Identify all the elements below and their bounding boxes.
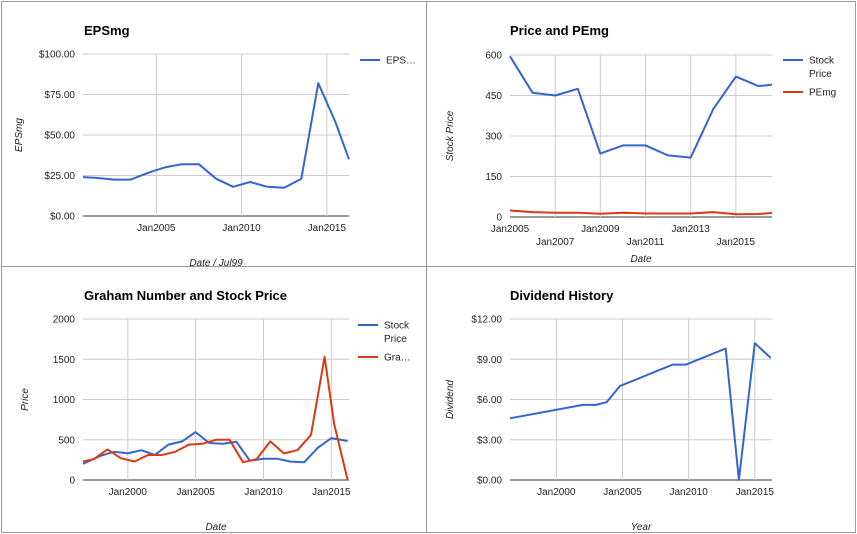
- x-tick-label: Jan2009: [581, 224, 620, 235]
- series-line-0: [82, 82, 350, 189]
- chart-title: Graham Number and Stock Price: [84, 288, 287, 303]
- y-tick-label: $25.00: [44, 171, 75, 182]
- legend-label: Price: [384, 334, 407, 345]
- x-tick-label: Jan2005: [176, 487, 215, 498]
- x-tick-label: Jan2013: [672, 224, 711, 235]
- y-tick-label: $6.00: [477, 395, 502, 406]
- y-tick-label: 0: [69, 476, 75, 487]
- y-axis-title: Price: [20, 388, 31, 411]
- y-tick-label: $9.00: [477, 355, 502, 366]
- eps-chart: EPSmg $0.00 $25.00 $50.00 $75.00 $100.00 Jan20…: [14, 23, 416, 269]
- legend-label: Price: [809, 69, 832, 80]
- x-tick-label: Jan2010: [669, 487, 708, 498]
- series-line-1: [82, 355, 349, 481]
- y-tick-label: 2000: [53, 315, 76, 326]
- y-tick-label: 1000: [53, 395, 76, 406]
- y-tick-label: $3.00: [477, 435, 502, 446]
- y-tick-label: $0.00: [50, 212, 75, 223]
- y-tick-label: $75.00: [44, 90, 75, 101]
- series-line-0: [82, 431, 348, 465]
- y-tick-label: $0.00: [477, 476, 502, 487]
- y-tick-label: 1500: [53, 355, 76, 366]
- series-line-1: [509, 209, 773, 216]
- y-tick-label: $100.00: [39, 50, 76, 61]
- series-line-0: [509, 55, 773, 159]
- x-tick-label: Jan2015: [736, 487, 775, 498]
- price-pe-chart-panel: Price and PEmg 0 150 300 450 600 Jan2005 Jan200…: [426, 1, 856, 267]
- legend-label: Stock: [384, 321, 410, 332]
- series-line-0: [509, 342, 772, 481]
- price-pe-chart: Price and PEmg 0 150 300 450 600 Jan2005 Jan200…: [445, 23, 836, 265]
- eps-chart-panel: EPSmg $0.00 $25.00 $50.00 $75.00 $100.00 Jan20…: [1, 1, 427, 269]
- x-tick-label: Jan2007: [536, 237, 575, 248]
- legend-label: EPS…: [386, 56, 416, 67]
- x-axis-title: Date / Jul99: [189, 258, 243, 269]
- graham-chart: Graham Number and Stock Price 0 500 1000 150…: [20, 288, 411, 533]
- y-tick-label: 0: [496, 213, 502, 224]
- chart-title: Price and PEmg: [510, 23, 609, 38]
- x-tick-label: Jan2005: [603, 487, 642, 498]
- y-axis-title: Stock Price: [445, 110, 456, 161]
- y-axis-title: EPSmg: [14, 118, 25, 152]
- x-tick-label: Jan2000: [109, 487, 148, 498]
- x-axis-title: Date: [630, 254, 652, 265]
- x-tick-label: Jan2010: [244, 487, 283, 498]
- y-tick-label: 600: [485, 51, 502, 62]
- x-tick-label: Jan2010: [222, 223, 261, 234]
- x-axis-title: Year: [631, 522, 652, 533]
- y-tick-label: 500: [58, 435, 75, 446]
- legend-label: PEmg: [809, 88, 836, 99]
- graham-chart-panel: Graham Number and Stock Price 0 500 1000 150…: [1, 266, 427, 533]
- x-tick-label: Jan2015: [308, 223, 347, 234]
- x-tick-label: Jan2015: [312, 487, 351, 498]
- y-tick-label: $50.00: [44, 131, 75, 142]
- legend-label: Gra…: [384, 353, 411, 364]
- x-tick-label: Jan2005: [137, 223, 176, 234]
- dividend-chart: Dividend History $0.00 $3.00 $6.00 $9.00 $12.…: [445, 288, 775, 533]
- y-axis-title: Dividend: [445, 380, 456, 419]
- x-tick-label: Jan2011: [627, 237, 665, 248]
- x-tick-label: Jan2005: [491, 224, 530, 235]
- legend-label: Stock: [809, 56, 835, 67]
- chart-title: EPSmg: [84, 23, 130, 38]
- y-tick-label: 150: [485, 172, 502, 183]
- x-axis-title: Date: [205, 522, 227, 533]
- y-tick-label: 450: [485, 91, 502, 102]
- y-tick-label: 300: [485, 132, 502, 143]
- y-tick-label: $12.00: [471, 315, 502, 326]
- x-tick-label: Jan2015: [717, 237, 756, 248]
- dividend-chart-panel: Dividend History $0.00 $3.00 $6.00 $9.00 $12.…: [426, 266, 856, 533]
- chart-title: Dividend History: [510, 288, 614, 303]
- x-tick-label: Jan2000: [537, 487, 576, 498]
